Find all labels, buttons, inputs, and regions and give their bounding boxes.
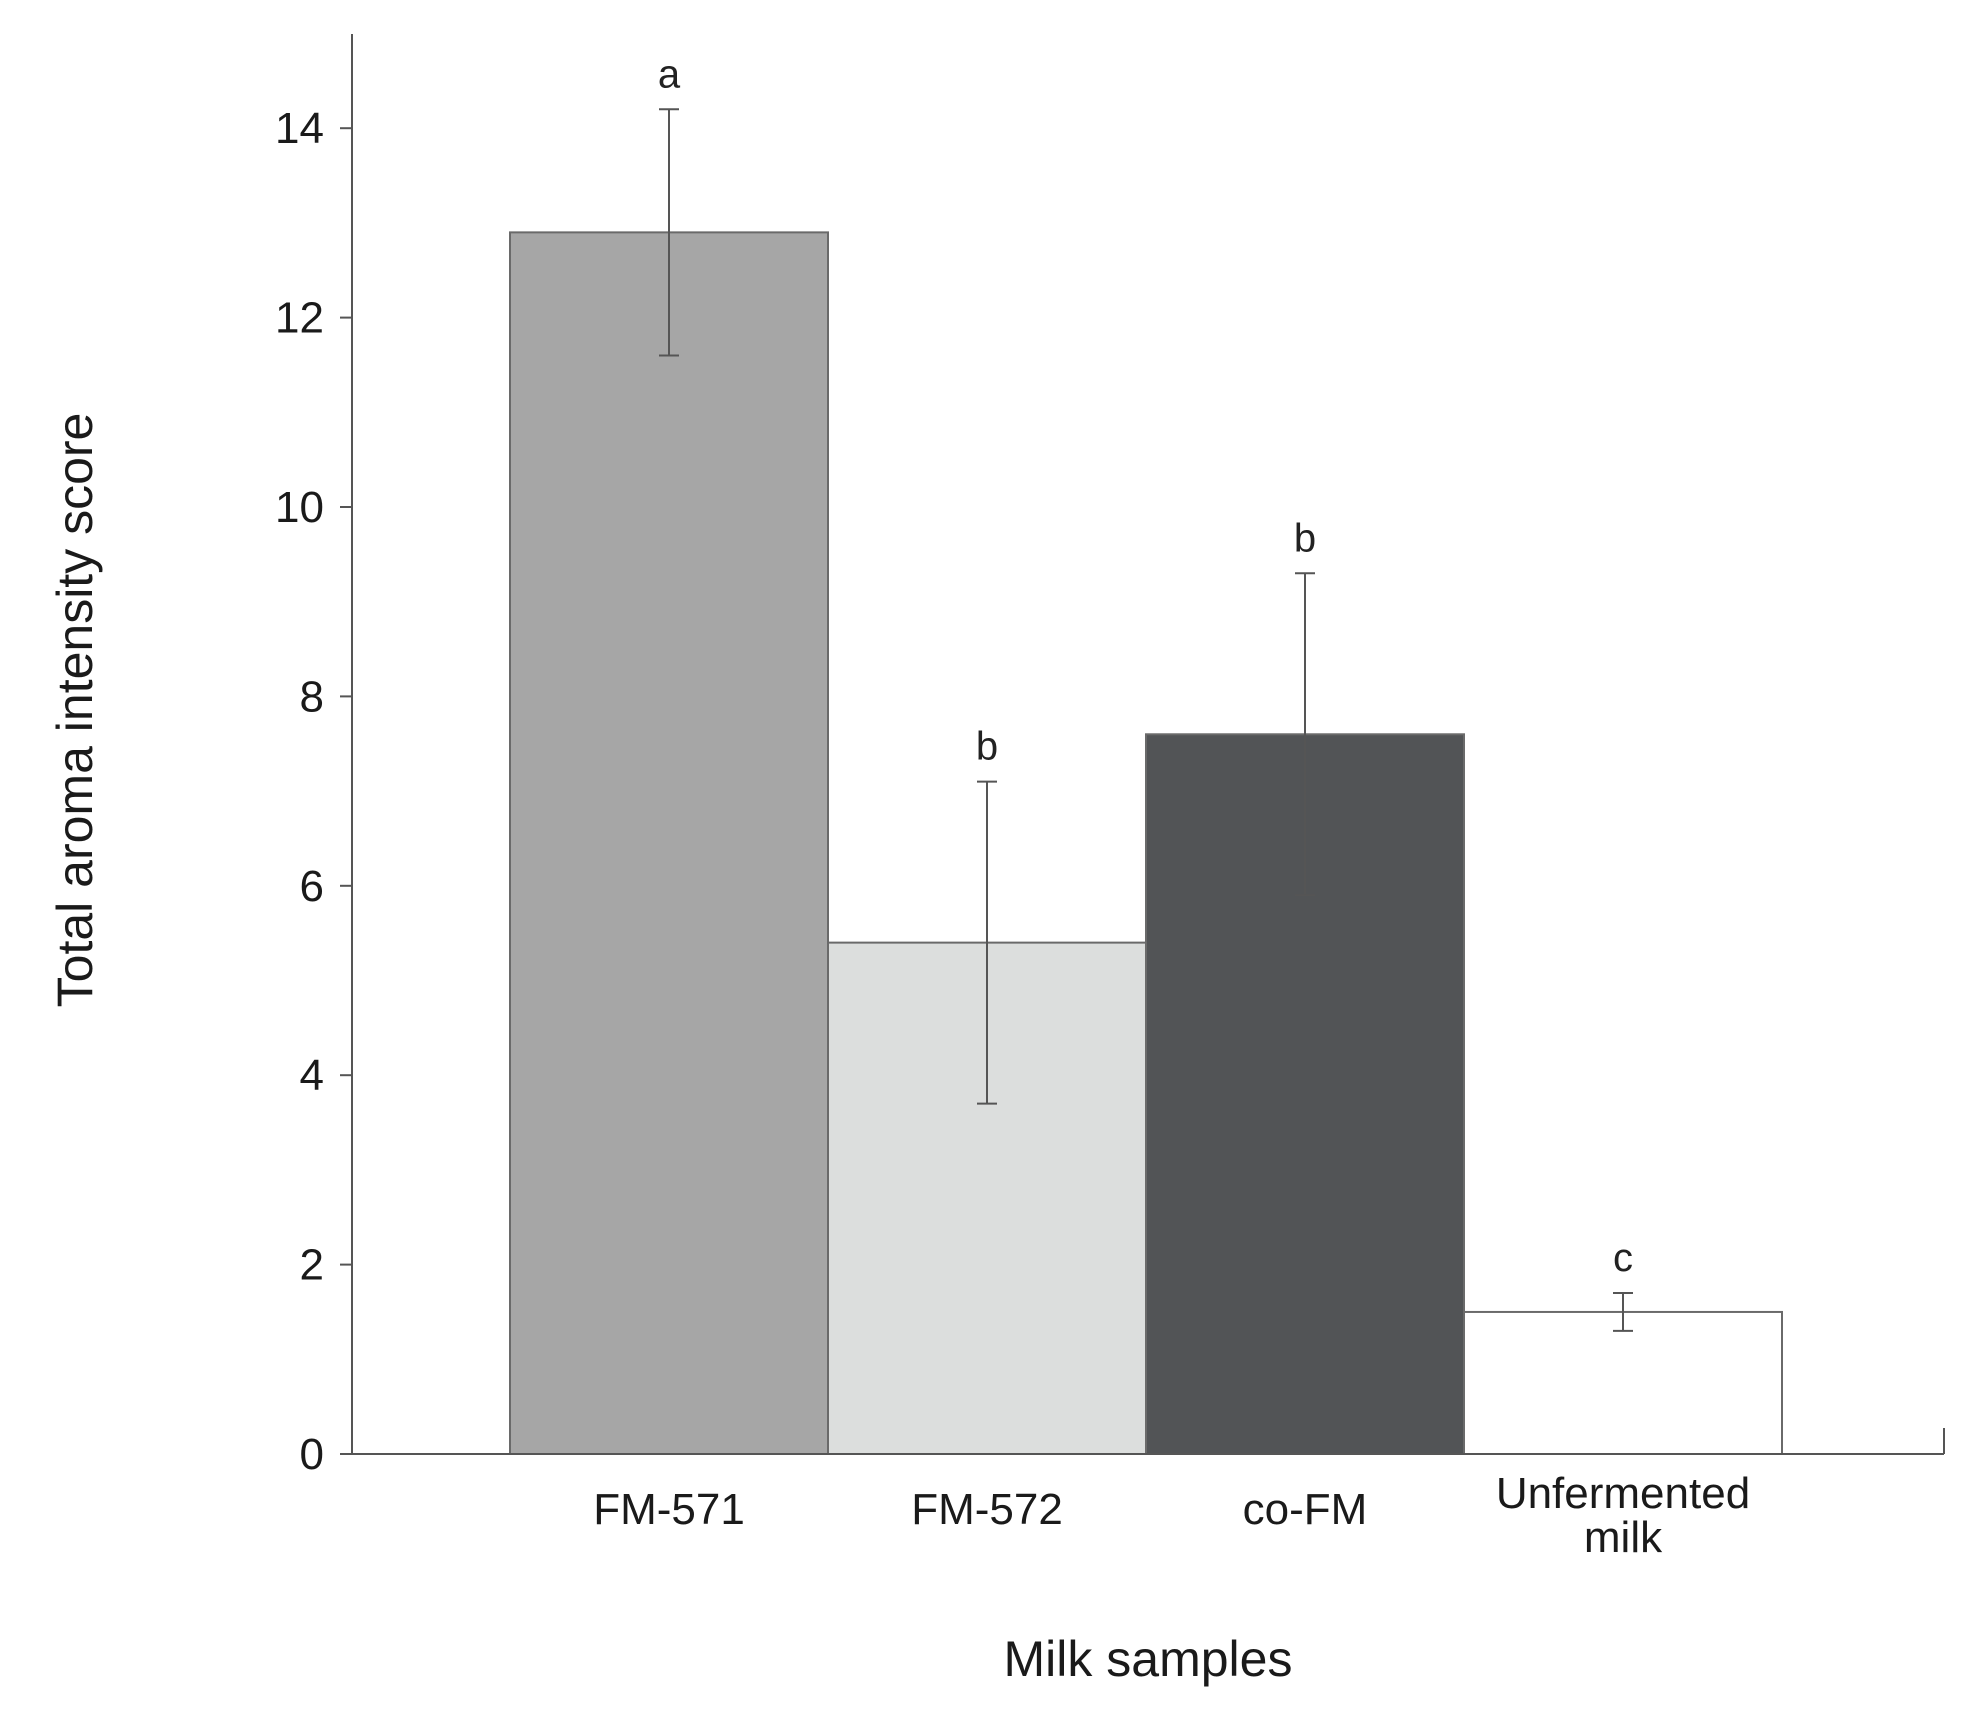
y-tick-label: 8 (300, 672, 324, 721)
x-axis-title: Milk samples (1004, 1631, 1293, 1687)
y-tick-label: 4 (300, 1051, 324, 1100)
y-tick-label: 6 (300, 862, 324, 911)
y-tick-label: 14 (275, 104, 324, 153)
y-tick-label: 10 (275, 483, 324, 532)
x-labels-layer: FM-571 FM-572 co-FM Unfermented milk (593, 1469, 1750, 1562)
bars-layer (509, 231, 1783, 1455)
bar (1463, 1310, 1783, 1455)
y-ticks-layer: 0 2 4 6 8 10 12 14 (275, 104, 352, 1479)
error-bars-layer (659, 108, 1633, 1332)
y-tick-label: 2 (300, 1241, 324, 1290)
x-tick-label: Unfermented milk (1496, 1469, 1750, 1562)
x-tick-label: co-FM (1243, 1485, 1368, 1534)
x-tick-label: FM-571 (593, 1485, 745, 1534)
significance-label: b (976, 725, 998, 769)
significance-label: c (1613, 1236, 1633, 1280)
significance-label: a (658, 52, 681, 96)
y-axis-title: Total aroma intensity score (47, 413, 103, 1008)
bar (509, 231, 829, 1455)
significance-label: b (1294, 516, 1316, 560)
significance-labels-layer: a b b c (658, 52, 1633, 1280)
y-tick-label: 0 (300, 1430, 324, 1479)
axes-layer (351, 34, 1945, 1455)
x-tick-label: FM-572 (911, 1485, 1063, 1534)
y-tick-label: 12 (275, 294, 324, 343)
